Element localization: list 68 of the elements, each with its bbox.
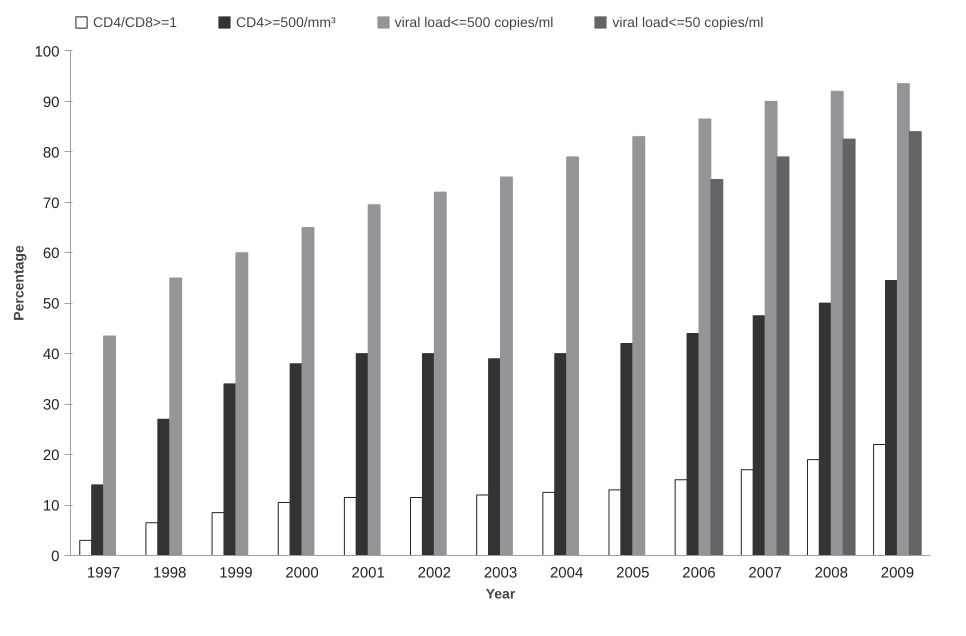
x-tick-label: 2004 [550, 564, 584, 582]
x-tick-label: 1998 [153, 564, 186, 582]
x-axis-title: Year [486, 586, 516, 602]
x-tick-label: 2003 [484, 564, 518, 582]
y-tick-label: 80 [42, 144, 60, 162]
y-tick-label: 40 [42, 346, 60, 364]
bar [344, 496, 357, 556]
bar [422, 353, 435, 556]
bar [566, 156, 580, 556]
bar [608, 489, 622, 556]
bar [686, 332, 700, 556]
bar [752, 315, 766, 556]
bar [290, 363, 303, 556]
bar [806, 459, 820, 556]
bar [145, 522, 158, 556]
bar [710, 179, 724, 556]
y-tick-label: 90 [42, 94, 60, 111]
y-tick-label: 70 [42, 194, 60, 212]
y-tick-label: 50 [42, 296, 60, 313]
bar [698, 118, 712, 556]
bar [434, 192, 447, 556]
bar [410, 496, 423, 556]
x-tick-label: 2008 [814, 564, 848, 582]
bar [830, 90, 844, 556]
bar [223, 383, 236, 556]
x-tick-label: 2000 [285, 564, 319, 582]
bar [554, 353, 568, 556]
bar [776, 156, 790, 556]
bar [302, 226, 314, 556]
bar [818, 302, 832, 556]
legend-label: viral load<=500 copies/ml [394, 14, 554, 30]
bar [235, 252, 248, 556]
x-tick-label: 1997 [86, 564, 120, 582]
bar [873, 444, 886, 556]
x-tick-label: 1999 [219, 564, 253, 582]
bar [91, 484, 104, 556]
bar [620, 343, 634, 556]
bar [212, 512, 224, 556]
bar [674, 479, 688, 556]
y-tick-label: 0 [51, 548, 60, 565]
bar [488, 358, 501, 556]
bar [169, 277, 182, 556]
x-tick-label: 2007 [748, 564, 782, 582]
legend-label: CD4/CD8>=1 [93, 14, 178, 30]
bar [476, 494, 490, 556]
bar [885, 280, 898, 556]
legend-label: CD4>=500/mm³ [236, 14, 336, 30]
bar [500, 176, 513, 556]
y-tick-label: 60 [42, 245, 60, 262]
bar [103, 335, 116, 556]
bar [368, 204, 381, 556]
x-tick-label: 2002 [418, 564, 452, 582]
bar [764, 100, 778, 556]
x-tick-label: 2001 [352, 564, 385, 582]
y-tick-label: 10 [42, 498, 60, 515]
bar [278, 502, 291, 556]
y-tick-label: 20 [42, 447, 60, 464]
y-axis-title: Percentage [10, 245, 26, 321]
y-tick-label: 30 [42, 396, 60, 414]
bar [908, 131, 922, 556]
x-tick-label: 2005 [616, 564, 650, 582]
bar [842, 138, 856, 556]
x-tick-label: 2009 [880, 564, 914, 582]
bar [896, 83, 910, 556]
x-tick-label: 2006 [682, 564, 716, 582]
legend-label: viral load<=50 copies/ml [612, 14, 764, 30]
bar [632, 136, 646, 556]
y-tick-label: 100 [34, 43, 60, 60]
